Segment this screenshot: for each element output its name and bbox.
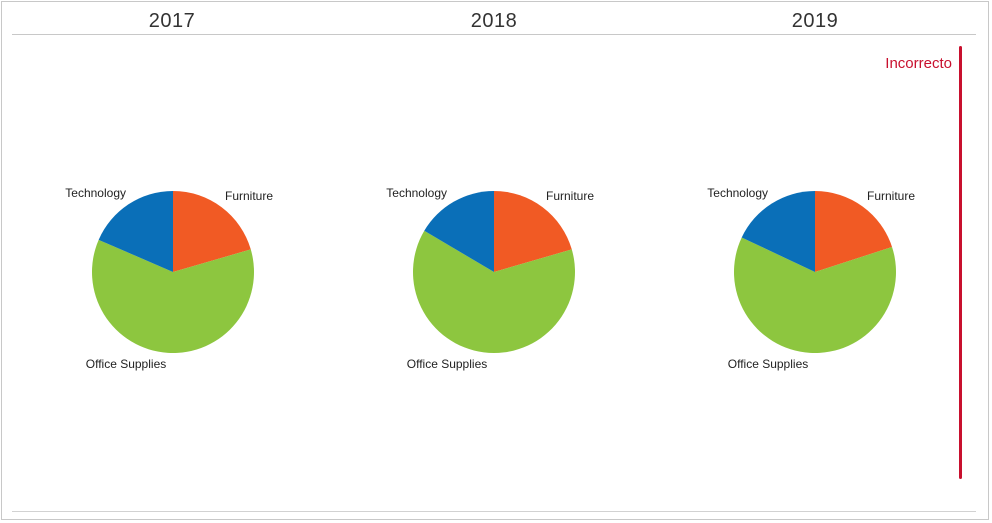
annotation-note: Incorrecto: [885, 55, 952, 72]
slice-label-furniture: Furniture: [867, 189, 915, 203]
pie-slice-office-supplies[interactable]: [734, 237, 896, 353]
pie-slice-furniture[interactable]: [815, 191, 893, 272]
pie-chart-2017: Furniture Office Supplies Technology: [65, 186, 273, 371]
slice-label-technology: Technology: [65, 186, 126, 200]
footer-divider: [12, 511, 976, 512]
pie-slice-office-supplies[interactable]: [413, 230, 575, 353]
slice-label-technology: Technology: [386, 186, 447, 200]
header-divider: [12, 34, 976, 35]
pie-slice-office-supplies[interactable]: [92, 239, 254, 353]
pie-chart-2018: Furniture Office Supplies Technology: [386, 186, 594, 371]
year-header-2018: 2018: [470, 10, 518, 32]
slice-label-office-supplies: Office Supplies: [407, 357, 488, 371]
year-header-2017: 2017: [148, 10, 196, 32]
slice-label-office-supplies: Office Supplies: [728, 357, 809, 371]
annotation-bar: [959, 46, 962, 479]
pie-slice-technology[interactable]: [98, 191, 173, 272]
pie-slice-furniture[interactable]: [494, 191, 572, 272]
year-header-2019: 2019: [791, 10, 839, 32]
pie-slice-technology[interactable]: [424, 191, 494, 272]
pie-chart-2019: Furniture Office Supplies Technology: [707, 186, 915, 371]
pie-slice-technology[interactable]: [741, 191, 815, 272]
slice-label-technology: Technology: [707, 186, 768, 200]
slice-label-furniture: Furniture: [546, 189, 594, 203]
pie-slice-furniture[interactable]: [173, 191, 251, 272]
slice-label-furniture: Furniture: [225, 189, 273, 203]
slice-label-office-supplies: Office Supplies: [86, 357, 167, 371]
